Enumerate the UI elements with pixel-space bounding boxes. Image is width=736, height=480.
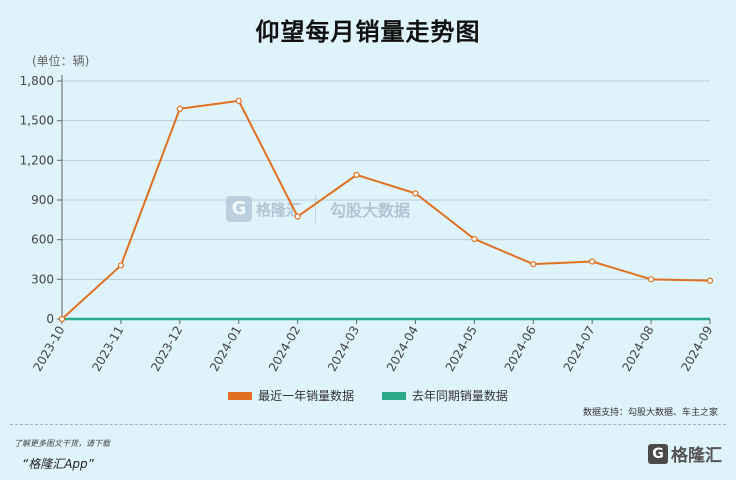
line-chart: 0 300 600 900 1,200 1,500 1,800 2023-10 2023-11 2… (20, 74, 716, 374)
y-tick-label: 0 (46, 312, 54, 326)
unit-label: (单位：辆) (32, 54, 90, 68)
x-tick-label: 2024-02 (266, 324, 303, 374)
data-point (58, 315, 66, 323)
series-line-recent (61, 99, 711, 320)
legend-swatch-last-year (381, 391, 406, 400)
data-point (589, 258, 596, 265)
brand-name: 格隆汇 (671, 446, 722, 466)
divider (10, 424, 726, 425)
legend-item-recent[interactable]: 最近一年销量数据 (228, 387, 354, 404)
footer-note: 了解更多图文干货，请下载 (14, 439, 110, 448)
data-point (117, 262, 125, 269)
y-tick-label: 1,200 (20, 153, 54, 167)
data-point (647, 276, 655, 283)
x-tick-label: 2024-03 (325, 324, 362, 374)
y-tick-label: 900 (31, 193, 54, 207)
footer-app-name: “格隆汇App” (22, 457, 94, 471)
watermark-brand-text: 格隆汇 (256, 200, 302, 219)
watermark-separator (315, 195, 317, 223)
y-tick-label: 1,800 (20, 74, 54, 88)
x-tick-label: 2024-01 (207, 324, 244, 374)
x-tick-label: 2024-05 (443, 324, 480, 374)
data-point (471, 235, 478, 243)
data-point (353, 171, 360, 178)
data-point (294, 213, 301, 220)
legend-swatch-recent (228, 391, 253, 400)
y-tick-label: 300 (31, 272, 54, 286)
brand-logo-icon: G (648, 443, 668, 464)
data-source: 数据支持：勾股大数据、车主之家 (582, 408, 718, 418)
x-tick-label: 2023-11 (89, 324, 126, 374)
watermark: G 格隆汇 勾股大数据 (226, 195, 410, 223)
data-point (530, 261, 537, 268)
legend-label-last-year: 去年同期销量数据 (411, 389, 508, 403)
x-tick-label: 2024-07 (561, 324, 598, 374)
x-tick-label: 2023-12 (148, 324, 185, 374)
chart-title: 仰望每月销量走势图 (255, 18, 481, 46)
data-point (706, 277, 714, 284)
legend: 最近一年销量数据 去年同期销量数据 (0, 387, 736, 404)
brand: G 格隆汇 (648, 441, 722, 466)
x-tick-label: 2024-08 (619, 324, 656, 374)
legend-item-last-year[interactable]: 去年同期销量数据 (381, 387, 508, 404)
x-tick-label: 2023-10 (30, 324, 67, 374)
legend-label-recent: 最近一年销量数据 (258, 389, 355, 403)
y-tick-label: 1,500 (20, 114, 54, 128)
data-point (176, 105, 183, 112)
x-tick-label: 2024-06 (502, 324, 539, 374)
watermark-source-text: 勾股大数据 (330, 201, 411, 220)
y-tick-label: 600 (31, 233, 54, 247)
data-point (235, 97, 242, 104)
x-tick-label: 2024-04 (384, 324, 421, 374)
x-tick-label: 2024-09 (678, 324, 715, 374)
data-point (412, 190, 419, 197)
